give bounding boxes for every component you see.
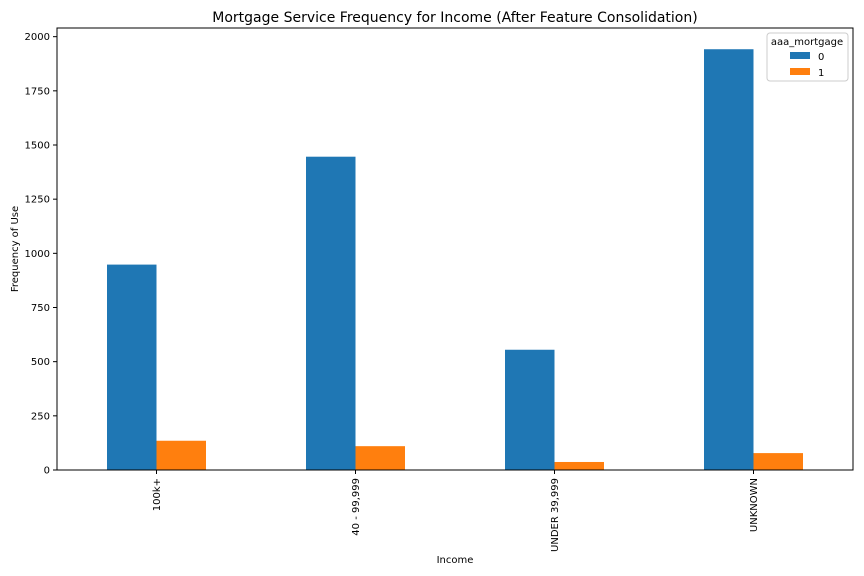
x-tick-label: UNDER 39,999 [550, 478, 561, 552]
y-tick-label: 1250 [25, 195, 50, 206]
legend-swatch-series-0 [790, 52, 810, 59]
y-tick-label: 2000 [25, 32, 50, 43]
x-tick-label: UNKNOWN [749, 478, 760, 532]
y-tick-label: 1500 [25, 141, 50, 152]
bar-series-1-unknown [753, 453, 803, 470]
chart-title: Mortgage Service Frequency for Income (A… [212, 10, 697, 26]
x-tick-label: 100k+ [152, 478, 163, 511]
bar-series-0-under-39-999 [505, 349, 555, 470]
plot-frame [56, 27, 854, 471]
y-tick-label: 250 [31, 411, 50, 422]
legend-swatch-series-1 [790, 68, 810, 75]
bar-series-1-100k [156, 440, 206, 470]
y-tick-label: 1000 [25, 249, 50, 260]
y-tick-label: 500 [31, 357, 50, 368]
y-tick-label: 1750 [25, 86, 50, 97]
y-tick-label: 750 [31, 303, 50, 314]
legend-label-series-0: 0 [818, 52, 824, 63]
y-axis: 0 250 500 750 1000 1250 1500 1750 2000 [25, 32, 57, 477]
x-tick-label: 40 - 99,999 [351, 478, 362, 536]
legend-title: aaa_mortgage [771, 37, 843, 48]
y-tick-label: 0 [44, 466, 50, 477]
bar-series-1-under-39-999 [554, 461, 604, 470]
bar-series-0-100k [107, 264, 157, 470]
legend-label-series-1: 1 [818, 68, 824, 79]
bar-series-0-unknown [704, 49, 754, 470]
bar-series-0-40-99-999 [306, 156, 356, 470]
legend: aaa_mortgage 0 1 [766, 32, 849, 82]
bars-group [107, 49, 803, 470]
x-axis: 100k+ 40 - 99,999 UNDER 39,999 UNKNOWN [152, 470, 760, 552]
y-axis-label: Frequency of Use [10, 206, 21, 292]
x-axis-label: Income [437, 555, 474, 566]
bar-series-1-40-99-999 [355, 446, 405, 470]
